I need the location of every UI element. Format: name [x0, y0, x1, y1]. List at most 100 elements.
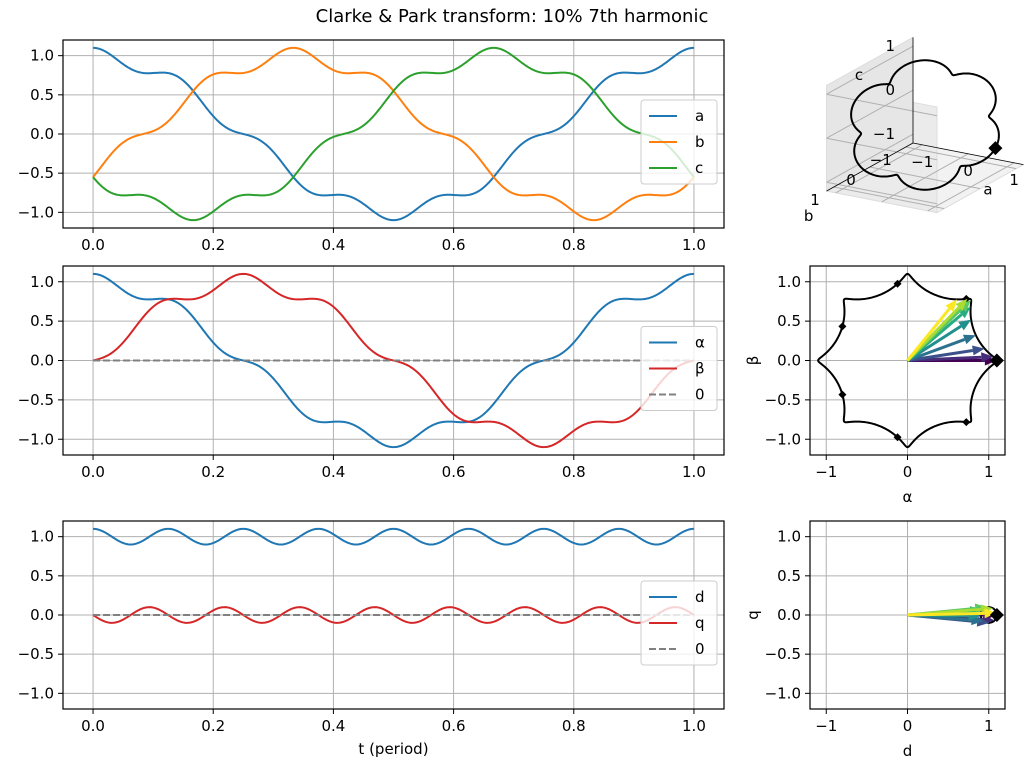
alphabeta-time-xtick-label: 0.8	[562, 463, 586, 481]
abc-3d-c-tick-label: −1	[873, 125, 895, 143]
abc-3d-grid	[927, 162, 1015, 212]
dq-time-xtick-label: 0.6	[442, 717, 466, 735]
alphabeta-plane-locus	[817, 272, 998, 449]
alphabeta-time-series-0	[93, 272, 694, 449]
alphabeta-plane-ylabel: β	[744, 356, 762, 366]
alphabeta-plane-arrow-head	[981, 352, 994, 363]
abc-3d-trajectory	[850, 59, 1000, 191]
abc-time-legend-label: a	[695, 107, 704, 125]
dq-plane-arrow	[907, 611, 985, 617]
alphabeta-time-xtick-label: 0.4	[321, 463, 345, 481]
abc-3d-b-label: b	[804, 207, 814, 225]
alphabeta-time-ytick-label: −0.5	[18, 391, 54, 409]
abc-time-legend-label: c	[695, 159, 703, 177]
alphabeta-plane-ytick-label: −0.5	[765, 391, 801, 409]
dq-plane-current-marker	[989, 608, 1004, 622]
alphabeta-time-ytick-label: 0.0	[30, 352, 54, 370]
dq-plane-ytick-label: 1.0	[777, 528, 801, 546]
dq-plane-ytick-label: −0.5	[765, 645, 801, 663]
abc-3d-b-tick-label: 1	[810, 191, 820, 209]
alphabeta-plane-ytick-label: 1.0	[777, 273, 801, 291]
abc-time-ytick-label: 0.5	[30, 86, 54, 104]
alphabeta-time-panel: 0.0 0.2 0.4 0.6 0.8 1.0 −1.0 −0.5 0.0 0.5 1.0 αβ 0	[18, 265, 725, 481]
dq-plane-ytick-label: −1.0	[765, 684, 801, 702]
alphabeta-plane-ytick-label: 0.5	[777, 312, 801, 330]
dq-time-legend-box	[640, 580, 718, 666]
dq-time-series-0	[93, 527, 694, 546]
alphabeta-plane-xtick-label: 0	[903, 463, 913, 481]
alphabeta-plane-vertex-marker	[838, 322, 847, 331]
alphabeta-plane-vertex-marker	[962, 418, 971, 427]
abc-3d-current-marker	[988, 141, 1003, 156]
alphabeta-plane-xlabel: α	[903, 488, 913, 506]
dq-time-xtick-label: 0.2	[201, 717, 225, 735]
abc-3d-grid	[833, 186, 945, 210]
abc-time-ytick-label: 0.0	[30, 125, 54, 143]
alphabeta-plane-arrow	[906, 307, 951, 362]
abc-3d-b-tick-label: 0	[846, 171, 856, 189]
abc-3d-a-label: a	[983, 181, 992, 199]
dq-time-legend-label: 0	[695, 640, 705, 658]
alphabeta-plane-arrow	[907, 348, 974, 362]
alphabeta-plane-arrow	[906, 338, 966, 362]
abc-3d-grid	[826, 45, 914, 95]
alphabeta-time-ytick-label: 1.0	[30, 273, 54, 291]
alphabeta-plane-arrow-head	[958, 299, 972, 312]
dq-time-legend-label: d	[695, 588, 705, 606]
alphabeta-time-legend-label: α	[695, 334, 705, 352]
abc-time-panel: 0.0 0.2 0.4 0.6 0.8 1.0 −1.0 −0.5 0.0 0.5 1.0 abc	[18, 39, 725, 254]
dq-plane-panel: −1 0 1 −1.0 −0.5 0.0 0.5 1.0 d q	[744, 520, 1006, 760]
alphabeta-time-ytick-label: −1.0	[18, 430, 54, 448]
abc-time-xtick-label: 0.8	[562, 236, 586, 254]
abc-3d-grid	[826, 133, 914, 183]
abc-time-legend-label: b	[695, 133, 705, 151]
alphabeta-plane-vertex-marker	[893, 433, 902, 442]
dq-plane-xtick-label: 1	[984, 717, 994, 735]
alphabeta-time-xtick-label: 1.0	[682, 463, 706, 481]
abc-3d-grid	[826, 89, 914, 139]
dq-plane-ytick-label: 0.5	[777, 567, 801, 585]
alphabeta-time-legend-label: 0	[695, 386, 705, 404]
alphabeta-plane-arrow-head	[958, 319, 972, 331]
dq-time-xtick-label: 0.0	[81, 717, 105, 735]
figure-title: Clarke & Park transform: 10% 7th harmoni…	[316, 6, 709, 27]
alphabeta-plane-arrow-head	[945, 299, 957, 312]
dq-time-legend-label: q	[695, 614, 705, 632]
abc-time-xtick-label: 0.2	[201, 236, 225, 254]
abc-time-legend-box	[640, 99, 718, 185]
alphabeta-plane-arrow-head	[955, 298, 968, 311]
alphabeta-plane-arrow-head	[972, 345, 985, 356]
dq-time-xtick-label: 0.8	[562, 717, 586, 735]
abc-3d-grid	[826, 93, 938, 117]
abc-time-ytick-label: 1.0	[30, 47, 54, 65]
alphabeta-plane-ytick-label: 0.0	[777, 352, 801, 370]
abc-time-ytick-label: −0.5	[18, 164, 54, 182]
abc-3d-grid	[869, 166, 981, 190]
abc-3d-b-axis	[826, 142, 914, 192]
dq-plane-ylabel: q	[744, 610, 762, 620]
abc-3d-grid	[826, 181, 938, 205]
alphabeta-plane-vertex-marker	[838, 390, 847, 399]
alphabeta-plane-arrow-head	[958, 306, 971, 319]
abc-time-xtick-label: 1.0	[682, 236, 706, 254]
dq-plane-ytick-label: 0.0	[777, 606, 801, 624]
abc-3d-a-tick-label: −1	[911, 153, 933, 171]
alphabeta-plane-current-marker	[989, 353, 1004, 368]
abc-time-xtick-label: 0.4	[321, 236, 345, 254]
abc-time-ytick-label: −1.0	[18, 203, 54, 221]
abc-3d-a-axis	[912, 142, 1024, 165]
dq-time-ytick-label: −1.0	[18, 684, 54, 702]
alphabeta-time-xtick-label: 0.6	[442, 463, 466, 481]
alphabeta-plane-arrow-head	[962, 334, 976, 345]
dq-time-ytick-label: 1.0	[30, 528, 54, 546]
alphabeta-time-legend-box	[640, 326, 718, 411]
dq-time-panel: 0.0 0.2 0.4 0.6 0.8 1.0 −1.0 −0.5 0.0 0.5 1.0 t (pe…	[18, 520, 725, 758]
dq-time-ytick-label: −0.5	[18, 645, 54, 663]
alphabeta-plane-xtick-label: 1	[984, 463, 994, 481]
dq-time-xtick-label: 1.0	[682, 717, 706, 735]
abc-3d-grid	[826, 137, 938, 161]
abc-3d-c-tick-label: 1	[885, 37, 895, 55]
abc-3d-c-label: c	[855, 66, 863, 84]
